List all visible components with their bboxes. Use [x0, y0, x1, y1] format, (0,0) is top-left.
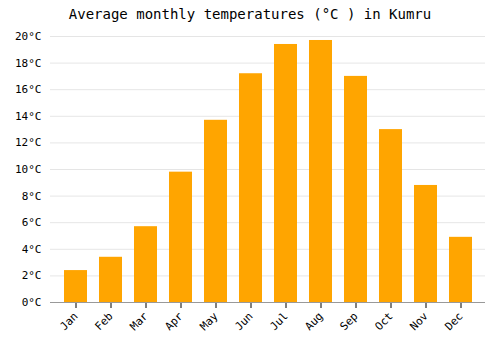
svg-text:Nov: Nov	[407, 309, 431, 333]
svg-text:18°C: 18°C	[15, 57, 42, 70]
svg-text:14°C: 14°C	[15, 110, 42, 123]
svg-text:16°C: 16°C	[15, 83, 42, 96]
svg-text:Feb: Feb	[92, 310, 115, 333]
svg-text:Apr: Apr	[162, 309, 186, 333]
svg-text:0°C: 0°C	[22, 296, 42, 309]
svg-text:4°C: 4°C	[22, 243, 42, 256]
html-text:Average monthly temperatures (: Average monthly temperatures (°C ) in Ku…	[68, 6, 432, 22]
svg-text:Aug: Aug	[302, 310, 325, 333]
svg-text:Oct: Oct	[372, 310, 395, 333]
svg-text:Mar: Mar	[127, 309, 151, 333]
svg-text:8°C: 8°C	[22, 190, 42, 203]
svg-text:Dec: Dec	[442, 310, 465, 333]
svg-text:May: May	[197, 309, 221, 333]
svg-text:Jan: Jan	[57, 310, 80, 333]
svg-text:Sep: Sep	[337, 310, 360, 333]
svg-text:6°C: 6°C	[22, 216, 42, 229]
svg-text:20°C: 20°C	[15, 30, 42, 43]
svg-text:Jul: Jul	[267, 310, 290, 333]
svg-text:10°C: 10°C	[15, 163, 42, 176]
svg-text:2°C: 2°C	[22, 269, 42, 282]
svg-text:Jun: Jun	[232, 310, 255, 333]
svg-text:12°C: 12°C	[15, 136, 42, 149]
